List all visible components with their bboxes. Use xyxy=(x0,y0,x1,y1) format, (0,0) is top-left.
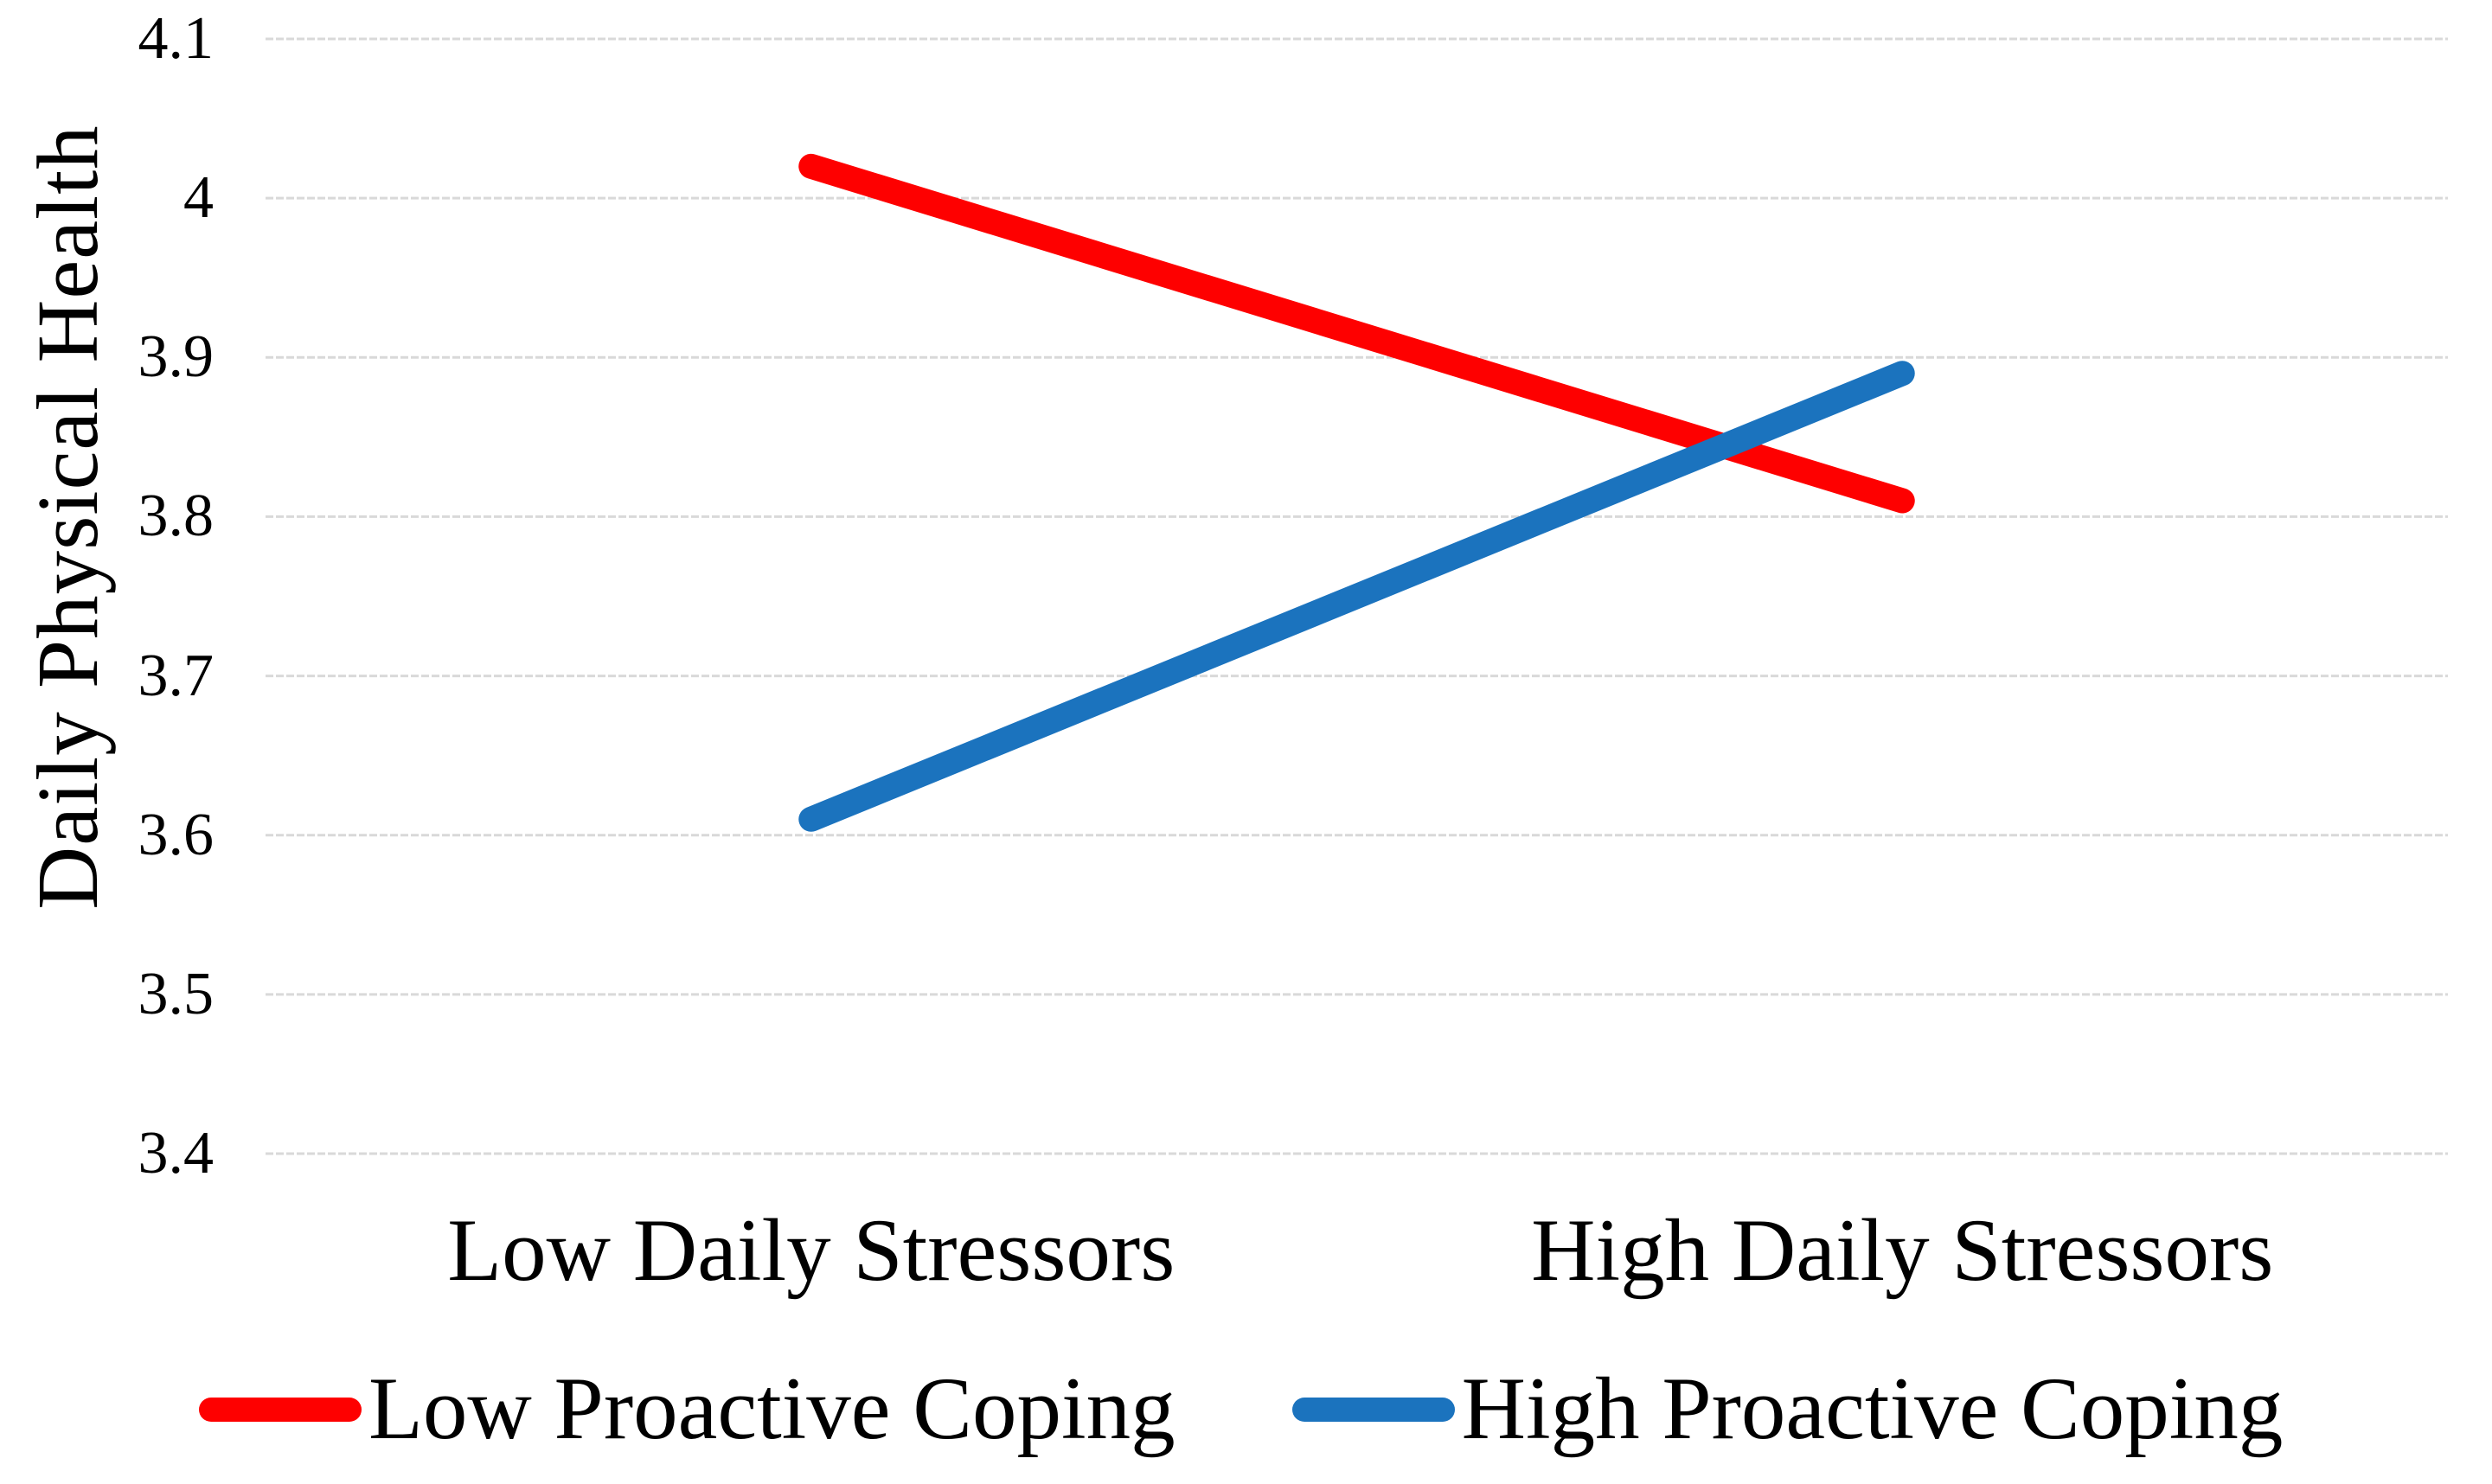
y-tick-label: 3.7 xyxy=(138,642,215,709)
y-tick-label: 3.5 xyxy=(138,960,215,1027)
legend-swatch-icon xyxy=(199,1397,362,1422)
gridlines xyxy=(266,37,2448,1155)
legend-item: Low Proactive Coping xyxy=(199,1356,1176,1463)
y-tick-label: 4 xyxy=(183,164,214,232)
y-tick-label: 3.6 xyxy=(138,801,215,868)
x-category-label: High Daily Stressors xyxy=(1531,1201,2274,1300)
legend-label: High Proactive Coping xyxy=(1461,1359,2284,1458)
legend-item: High Proactive Coping xyxy=(1291,1356,2284,1463)
y-tick-label: 3.4 xyxy=(138,1120,215,1187)
legend: Low Proactive Coping High Proactive Copin… xyxy=(199,1356,2283,1463)
y-tick-label: 3.8 xyxy=(138,483,215,550)
series-line-high-proactive-coping xyxy=(798,361,1915,832)
y-tick-label: 4.1 xyxy=(138,5,215,72)
legend-label: Low Proactive Coping xyxy=(368,1359,1176,1458)
x-category-label: Low Daily Stressors xyxy=(447,1201,1176,1300)
y-tick-label: 3.9 xyxy=(138,323,215,391)
series-lines xyxy=(798,153,1915,832)
legend-swatch-icon xyxy=(1291,1397,1455,1422)
